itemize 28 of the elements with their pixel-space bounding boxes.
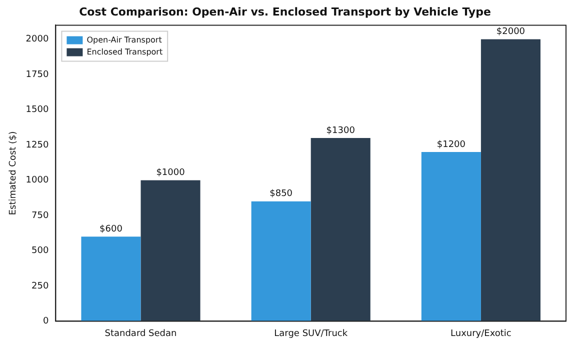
y-tick-label: 0 [42,316,49,327]
legend-label: Open-Air Transport [86,35,162,44]
chart-title: Cost Comparison: Open-Air vs. Enclosed Transport by Vehicle Type [79,5,491,18]
y-tick-label: 2000 [26,34,49,45]
x-tick-label: Large SUV/Truck [274,328,348,339]
y-tick-label: 1500 [26,105,49,116]
data-label: $1000 [156,168,186,178]
x-tick-label: Luxury/Exotic [450,328,512,339]
y-axis-title: Estimated Cost ($) [8,131,19,216]
data-label: $2000 [496,27,526,38]
bar [310,138,370,322]
data-label: $600 [100,224,123,234]
bar [81,236,141,322]
y-tick-label: 250 [32,281,49,292]
legend-label: Enclosed Transport [86,47,163,56]
data-label: $1200 [436,140,466,150]
y-tick-label: 500 [32,246,49,256]
data-label: $1300 [326,126,356,136]
x-tick-label: Standard Sedan [104,328,177,339]
bar [480,39,540,322]
y-tick-label: 750 [32,210,49,221]
y-tick-label: 1750 [26,70,49,80]
y-tick-label: 1250 [26,140,49,150]
bar [251,201,311,322]
data-label: $850 [270,189,293,200]
bar [140,180,200,322]
bar [421,152,481,322]
y-tick-label: 1000 [26,176,49,186]
